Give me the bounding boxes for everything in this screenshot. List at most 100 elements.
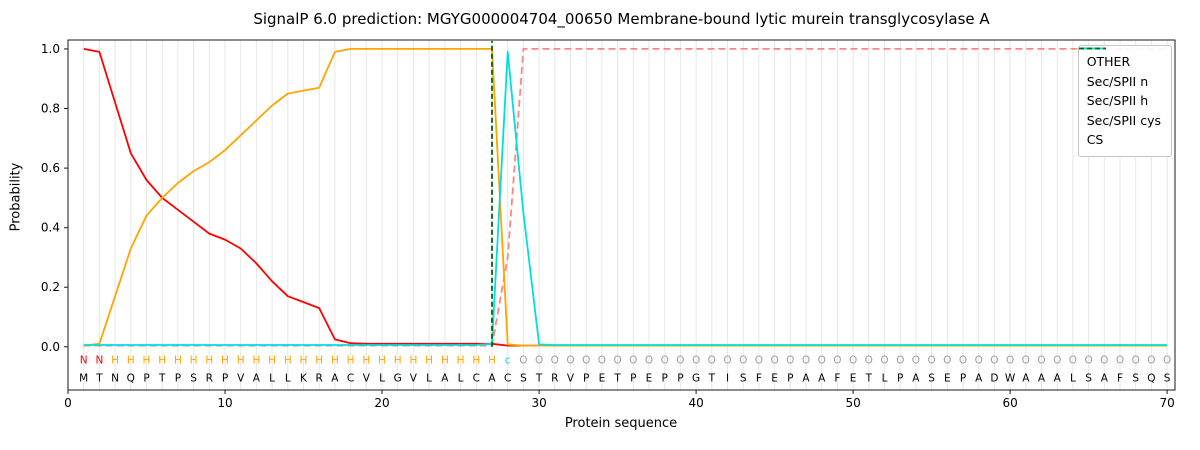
region-letter: O xyxy=(959,355,967,367)
sequence-letter: M xyxy=(79,373,88,385)
sequence-letter: A xyxy=(802,373,810,385)
sequence-letter: T xyxy=(708,373,716,385)
sequence-letter: C xyxy=(504,373,511,385)
sequence-letter: E xyxy=(944,373,951,385)
region-letter: O xyxy=(1132,355,1140,367)
sequence-letter: V xyxy=(410,373,418,385)
sequence-letter: S xyxy=(190,373,197,385)
sequence-letter: F xyxy=(1117,373,1123,385)
region-letter: O xyxy=(661,355,669,367)
region-letter: H xyxy=(268,355,276,367)
region-letter: O xyxy=(676,355,684,367)
sequence-letter: N xyxy=(111,373,119,385)
region-letter: H xyxy=(111,355,119,367)
sequence-letter: T xyxy=(535,373,543,385)
sequence-letter: P xyxy=(143,373,149,385)
sequence-letter: A xyxy=(975,373,983,385)
region-letter: O xyxy=(692,355,700,367)
sequence-letter: A xyxy=(441,373,449,385)
sequence-letter: P xyxy=(630,373,636,385)
sequence-letter: C xyxy=(347,373,354,385)
region-letter: H xyxy=(237,355,245,367)
x-tick-label: 50 xyxy=(845,396,860,410)
sequence-letter: C xyxy=(473,373,480,385)
region-letter: H xyxy=(457,355,465,367)
region-letter: O xyxy=(833,355,841,367)
sequence-letter: P xyxy=(897,373,903,385)
region-letter: O xyxy=(551,355,559,367)
legend: OTHER Sec/SPII n Sec/SPII h Sec/SPII cys CS xyxy=(1077,45,1172,157)
sequence-letter: R xyxy=(206,373,213,385)
y-tick-label: 0.4 xyxy=(41,221,60,235)
sequence-letter: G xyxy=(394,373,402,385)
region-letter: H xyxy=(174,355,182,367)
x-tick-label: 60 xyxy=(1002,396,1017,410)
region-letter: O xyxy=(645,355,653,367)
legend-item-sec-spii-cys: Sec/SPII cys xyxy=(1078,47,1161,131)
region-letter: O xyxy=(990,355,998,367)
sequence-letter: P xyxy=(662,373,668,385)
y-tick-label: 0.8 xyxy=(41,102,60,116)
region-letter: O xyxy=(943,355,951,367)
sequence-letter: A xyxy=(331,373,339,385)
sequence-letter: K xyxy=(300,373,308,385)
region-letter: H xyxy=(425,355,433,367)
sequence-letter: E xyxy=(850,373,857,385)
y-axis-label: Probability xyxy=(8,162,24,232)
sequence-letter: A xyxy=(1101,373,1109,385)
x-tick-label: 10 xyxy=(217,396,232,410)
region-letter: H xyxy=(205,355,213,367)
series-sec-spii-n xyxy=(83,48,1168,347)
region-letter: O xyxy=(739,355,747,367)
sequence-letter: G xyxy=(692,373,700,385)
sequence-letter: D xyxy=(990,373,998,385)
region-letter: O xyxy=(1163,355,1171,367)
region-letter: H xyxy=(127,355,135,367)
sequence-letter: A xyxy=(818,373,826,385)
x-tick-label: 40 xyxy=(688,396,703,410)
chart-title: SignalP 6.0 prediction: MGYG000004704_00… xyxy=(253,10,990,28)
region-letter: O xyxy=(818,355,826,367)
x-tick-label: 30 xyxy=(531,396,546,410)
sequence-letter: S xyxy=(520,373,527,385)
region-letter: O xyxy=(975,355,983,367)
region-letter: H xyxy=(441,355,449,367)
sequence-letter: P xyxy=(677,373,683,385)
legend-item-sec-spii-n: Sec/SPII n xyxy=(1078,47,1161,92)
y-tick-label: 1.0 xyxy=(41,42,60,56)
region-letter: O xyxy=(927,355,935,367)
legend-item-cs: CS xyxy=(1078,47,1161,150)
region-letter: O xyxy=(1022,355,1030,367)
region-letter: O xyxy=(566,355,574,367)
sequence-letter: L xyxy=(458,373,464,385)
sequence-letter: T xyxy=(865,373,873,385)
region-letter: H xyxy=(300,355,308,367)
sequence-letter: V xyxy=(237,373,245,385)
sequence-letter: E xyxy=(771,373,778,385)
sequence-letter: P xyxy=(787,373,793,385)
y-tick-label: 0.6 xyxy=(41,161,60,175)
sequence-letter: S xyxy=(1164,373,1171,385)
legend-swatch-line xyxy=(1078,47,1106,50)
region-letter: O xyxy=(896,355,904,367)
region-letter: H xyxy=(488,355,496,367)
region-letter: O xyxy=(755,355,763,367)
legend-label: Sec/SPII cys xyxy=(1086,112,1161,128)
region-letter: O xyxy=(519,355,527,367)
legend-item-other: OTHER xyxy=(1078,47,1161,72)
sequence-letter: T xyxy=(613,373,621,385)
sequence-letter: S xyxy=(1085,373,1092,385)
region-letter: O xyxy=(582,355,590,367)
region-letter: H xyxy=(190,355,198,367)
sequence-letter: L xyxy=(285,373,291,385)
sequence-letter: A xyxy=(1038,373,1046,385)
series-sec-spii-h xyxy=(83,48,1168,347)
axes-box xyxy=(67,39,1176,391)
sequence-letter: A xyxy=(488,373,496,385)
sequence-letter: Q xyxy=(127,373,135,385)
region-letter: O xyxy=(1037,355,1045,367)
legend-label: OTHER xyxy=(1086,54,1131,69)
sequence-letter: R xyxy=(551,373,558,385)
x-tick-label: 70 xyxy=(1159,396,1174,410)
